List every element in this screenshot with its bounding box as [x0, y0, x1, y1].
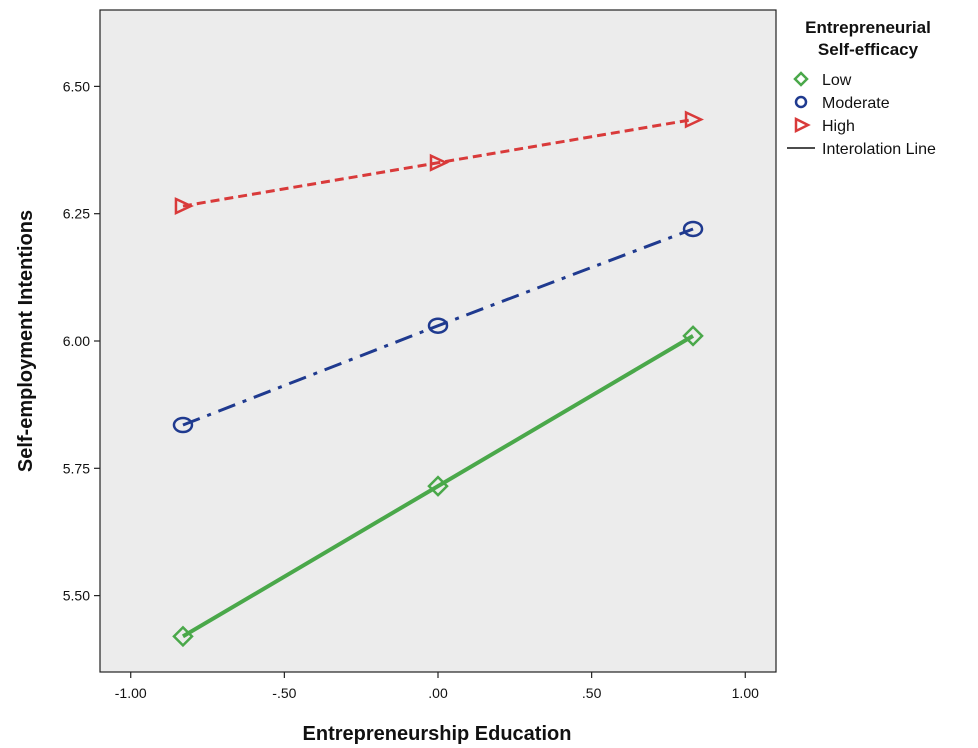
legend-marker: [794, 116, 811, 134]
x-tick-label: 1.00: [732, 685, 759, 701]
y-tick-label: 5.75: [63, 460, 90, 476]
data-point: [682, 325, 704, 347]
legend-label: High: [822, 118, 855, 135]
y-tick-label: 6.00: [63, 333, 90, 349]
axes: 5.50 5.75 6.00 6.25 6.50 -1.00 -.50 .00 .50 1.00: [63, 78, 759, 701]
data-point: [172, 625, 194, 648]
data-point: [682, 220, 704, 238]
data-point: [427, 317, 449, 334]
legend: Entrepreneurial Self-efficacy Low Moderate H…: [787, 18, 936, 158]
series-high: [174, 110, 704, 216]
legend-marker: [793, 71, 809, 87]
series-line: [181, 334, 695, 639]
legend-item-high: High: [794, 116, 855, 135]
legend-title: Entrepreneurial: [805, 18, 931, 37]
legend-label: Interolation Line: [822, 141, 936, 158]
series-line: [182, 227, 694, 427]
x-tick-label: .00: [428, 685, 448, 701]
x-tick-label: -1.00: [115, 685, 147, 701]
legend-title: Self-efficacy: [818, 40, 919, 59]
series-line: [182, 118, 694, 208]
y-tick-label: 5.50: [63, 588, 90, 604]
legend-item-interpolation: Interolation Line: [787, 141, 936, 158]
legend-item-low: Low: [793, 71, 852, 89]
y-axis-title: Self-employment Intentions: [15, 210, 37, 472]
x-axis-title: Entrepreneurship Education: [303, 723, 572, 745]
data-point: [684, 110, 704, 129]
series-low: [172, 325, 704, 648]
data-point: [427, 475, 449, 497]
series-moderate: [172, 220, 704, 434]
plot-area: [99, 9, 777, 673]
legend-label: Low: [822, 72, 852, 89]
legend-marker: [794, 95, 808, 109]
legend-label: Moderate: [822, 95, 890, 112]
legend-item-moderate: Moderate: [794, 95, 890, 112]
x-tick-label: .50: [582, 685, 602, 701]
y-tick-label: 6.50: [63, 78, 90, 94]
data-point: [172, 416, 194, 434]
data-point: [174, 197, 194, 216]
x-tick-label: -.50: [272, 685, 296, 701]
y-tick-label: 6.25: [63, 206, 90, 222]
data-point: [429, 153, 449, 172]
series-layer: [172, 110, 704, 648]
